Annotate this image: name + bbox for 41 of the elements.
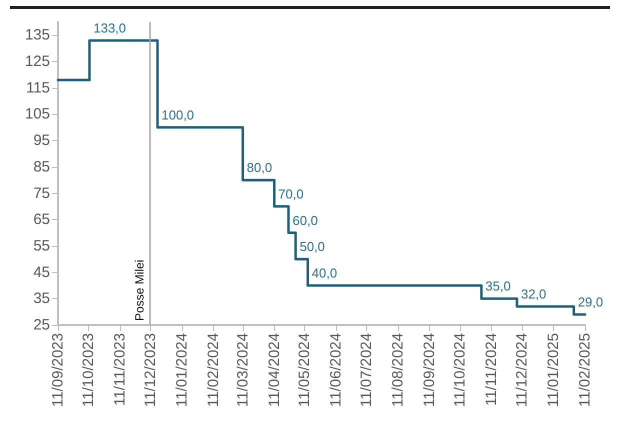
data-label: 32,0 <box>520 286 546 302</box>
x-tick-label: 11/08/2024 <box>390 333 407 407</box>
ref-line-label: Posse Milei <box>132 260 146 321</box>
x-tick-label: 11/01/2025 <box>545 333 562 407</box>
x-tick-label: 11/07/2024 <box>358 333 376 407</box>
data-label: 60,0 <box>292 212 318 228</box>
x-tick-label: 11/04/2024 <box>266 333 283 407</box>
x-tick-label: 11/06/2024 <box>328 333 345 407</box>
data-label: 133,0 <box>93 20 126 36</box>
y-tick-label: 85 <box>33 158 50 176</box>
x-tick-label: 11/11/2024 <box>483 333 500 406</box>
x-tick-label: 11/12/2024 <box>514 333 531 407</box>
x-tick-label: 11/03/2024 <box>234 333 252 407</box>
x-tick-label: 11/11/2023 <box>111 333 128 406</box>
y-tick-label: 75 <box>33 184 50 202</box>
y-tick-label: 65 <box>33 211 50 228</box>
x-tick-label: 11/12/2023 <box>142 333 159 407</box>
x-tick-label: 11/09/2023 <box>50 333 66 407</box>
y-tick-label: 115 <box>26 79 50 96</box>
data-label: 50,0 <box>300 239 325 254</box>
y-tick-label: 25 <box>33 316 50 334</box>
y-tick-label: 95 <box>33 132 50 150</box>
data-label: 70,0 <box>278 186 304 202</box>
x-tick-label: 11/10/2023 <box>80 333 97 407</box>
y-tick-label: 135 <box>24 26 50 44</box>
y-tick-label: 35 <box>33 290 50 308</box>
x-tick-label: 11/02/2025 <box>576 333 594 407</box>
data-label: 29,0 <box>578 294 604 310</box>
x-tick-label: 11/09/2024 <box>421 333 438 407</box>
data-label: 40,0 <box>312 265 338 280</box>
y-tick-label: 45 <box>33 264 50 281</box>
data-label: 35,0 <box>485 278 511 294</box>
data-label: 80,0 <box>246 160 272 176</box>
x-tick-label: 11/01/2024 <box>173 333 190 407</box>
data-label: 100,0 <box>162 107 194 122</box>
x-tick-label: 11/02/2024 <box>204 333 222 407</box>
x-tick-label: 11/05/2024 <box>296 333 314 407</box>
x-tick-label: 11/10/2024 <box>452 333 469 407</box>
y-tick-label: 125 <box>24 53 50 70</box>
y-tick-label: 105 <box>24 106 50 123</box>
y-tick-label: 55 <box>33 237 50 254</box>
